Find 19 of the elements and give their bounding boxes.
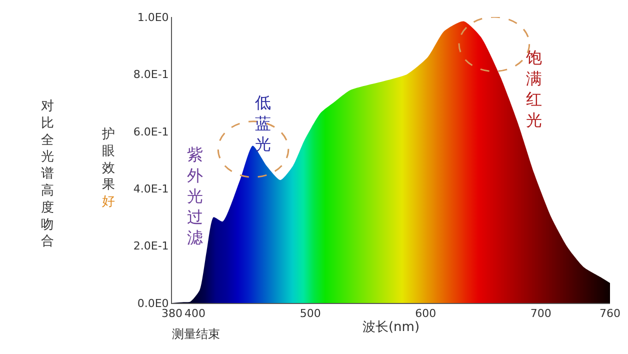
x-axis-title: 波长(nm) — [362, 320, 420, 336]
annotation: 低蓝光 — [255, 93, 271, 154]
y-tick-label: 1.0E0 — [137, 10, 169, 24]
x-tick-label: 700 — [530, 307, 552, 320]
x-tick-label: 380 — [162, 307, 182, 320]
text: 护眼效果好 — [101, 127, 115, 210]
x-tick-label: 760 — [600, 307, 620, 320]
y-tick-label: 4.0E-1 — [133, 182, 169, 196]
annotation: 饱满红光 — [525, 48, 542, 130]
y-tick-label: 6.0E-1 — [133, 125, 169, 138]
y-tick-label: 0.0E0 — [137, 296, 169, 310]
x-tick-label: 400 — [184, 307, 206, 320]
annotation: 紫外光过滤 — [187, 145, 203, 248]
text: 测量结束 — [172, 327, 220, 341]
text: 对比全光谱高度吻合 — [41, 99, 54, 250]
x-tick-label: 500 — [300, 307, 321, 320]
x-tick-label: 600 — [415, 307, 436, 320]
y-tick-label: 2.0E-1 — [133, 240, 169, 253]
y-tick-label: 8.0E-1 — [133, 68, 169, 82]
